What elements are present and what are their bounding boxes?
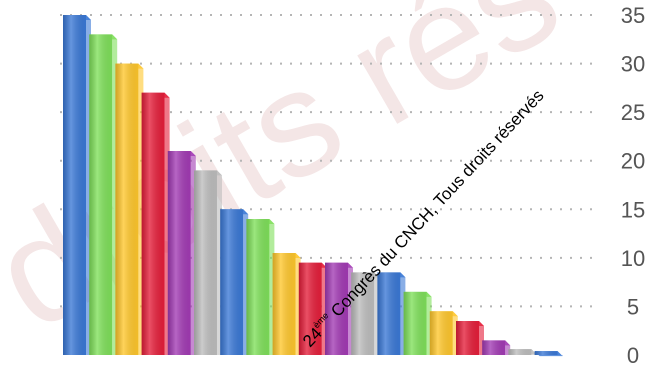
- y-tick-label: 0: [627, 343, 639, 366]
- bar: [482, 340, 511, 355]
- bar: [325, 262, 353, 355]
- bar: [63, 15, 91, 355]
- bar: [194, 170, 222, 355]
- bar: [508, 349, 537, 355]
- bar: [89, 34, 118, 356]
- y-axis-ticks: 0 5 10 15 20 25 30 35: [621, 3, 645, 366]
- bar: [246, 219, 275, 355]
- bar: [298, 262, 327, 355]
- y-tick-label: 25: [621, 100, 645, 125]
- bar: [272, 253, 301, 355]
- bar: [220, 209, 249, 355]
- bar: [534, 351, 563, 357]
- bar: [403, 291, 432, 355]
- y-tick-label: 10: [621, 246, 645, 271]
- y-tick-label: 30: [621, 52, 645, 77]
- bar: [167, 151, 196, 355]
- y-tick-label: 20: [621, 149, 645, 174]
- y-tick-label: 35: [621, 3, 645, 28]
- bar: [141, 92, 170, 355]
- y-tick-label: 5: [627, 294, 639, 319]
- y-tick-label: 15: [621, 197, 645, 222]
- bar: [115, 63, 144, 355]
- bar: [377, 272, 406, 355]
- bar: [429, 311, 458, 355]
- bar: [456, 321, 484, 355]
- bars-group: [63, 15, 563, 357]
